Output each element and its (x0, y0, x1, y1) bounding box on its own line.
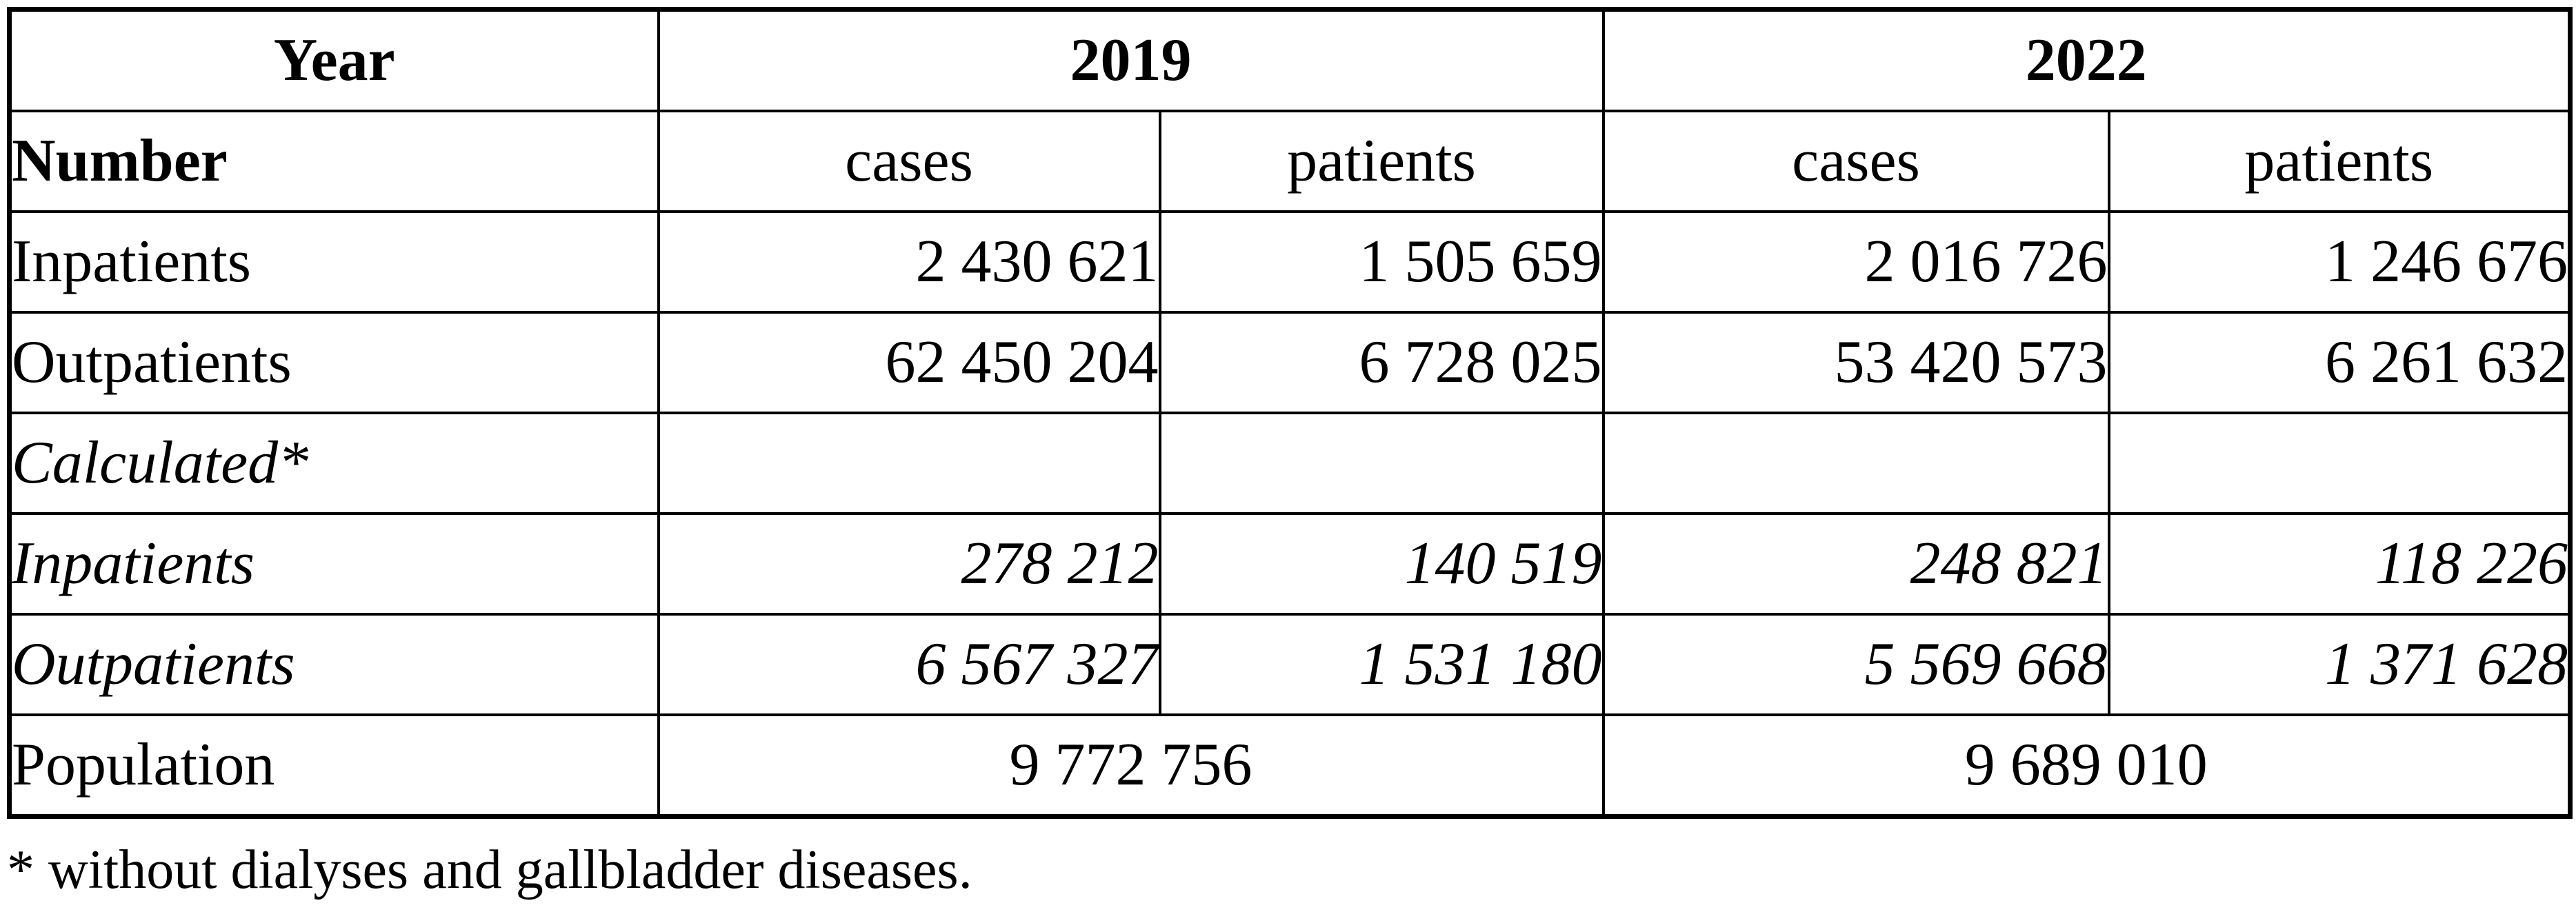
row-inpatients: Inpatients 2 430 621 1 505 659 2 016 726… (8, 210, 2572, 314)
row-outpatients-label: Outpatients (8, 311, 660, 414)
row-outpatients-calculated: Outpatients 6 567 327 1 531 180 5 569 66… (8, 613, 2572, 716)
header-row-years: Year 2019 2022 (8, 8, 2572, 112)
cell-inpatients-2022-cases: 2 016 726 (1601, 210, 2110, 314)
row-calculated: Calculated* (8, 412, 2572, 515)
row-inpatients-label: Inpatients (8, 210, 660, 314)
subheader-cases-2019: cases (657, 110, 1161, 213)
header-row-measures: Number cases patients cases patients (8, 110, 2572, 213)
cell-inpatients-calc-2019-patients: 140 519 (1158, 512, 1605, 616)
row-calculated-label: Calculated* (8, 412, 660, 515)
cell-outpatients-calc-2019-patients: 1 531 180 (1158, 613, 1605, 716)
row-inpatients-calculated-label: Inpatients (8, 512, 660, 616)
row-population-label: Population (8, 713, 660, 818)
cell-inpatients-calc-2022-cases: 248 821 (1601, 512, 2110, 616)
subheader-patients-2022: patients (2107, 110, 2572, 213)
cell-inpatients-2019-cases: 2 430 621 (657, 210, 1161, 314)
hospital-statistics-table: Year 2019 2022 Number cases patients cas… (7, 7, 2573, 819)
number-header-cell: Number (8, 110, 660, 213)
row-outpatients-calculated-label: Outpatients (8, 613, 660, 716)
cell-population-2022: 9 689 010 (1601, 713, 2572, 818)
cell-outpatients-calc-2019-cases: 6 567 327 (657, 613, 1161, 716)
cell-outpatients-2019-patients: 6 728 025 (1158, 311, 1605, 414)
cell-outpatients-2022-patients: 6 261 632 (2107, 311, 2572, 414)
cell-outpatients-2022-cases: 53 420 573 (1601, 311, 2110, 414)
year-2019-header-cell: 2019 (657, 8, 1605, 112)
row-outpatients: Outpatients 62 450 204 6 728 025 53 420 … (8, 311, 2572, 414)
cell-outpatients-2019-cases: 62 450 204 (657, 311, 1161, 414)
row-inpatients-calculated: Inpatients 278 212 140 519 248 821 118 2… (8, 512, 2572, 616)
subheader-patients-2019: patients (1158, 110, 1605, 213)
cell-calculated-2022-cases (1601, 412, 2110, 515)
year-2022-header-cell: 2022 (1601, 8, 2572, 112)
cell-population-2019: 9 772 756 (657, 713, 1605, 818)
cell-inpatients-calc-2022-patients: 118 226 (2107, 512, 2572, 616)
cell-calculated-2019-patients (1158, 412, 1605, 515)
cell-inpatients-2019-patients: 1 505 659 (1158, 210, 1605, 314)
year-header-cell: Year (8, 8, 660, 112)
cell-inpatients-calc-2019-cases: 278 212 (657, 512, 1161, 616)
row-population: Population 9 772 756 9 689 010 (8, 713, 2572, 818)
table-footnote: * without dialyses and gallbladder disea… (7, 840, 972, 900)
cell-outpatients-calc-2022-patients: 1 371 628 (2107, 613, 2572, 716)
cell-calculated-2019-cases (657, 412, 1161, 515)
cell-calculated-2022-patients (2107, 412, 2572, 515)
cell-inpatients-2022-patients: 1 246 676 (2107, 210, 2572, 314)
subheader-cases-2022: cases (1601, 110, 2110, 213)
cell-outpatients-calc-2022-cases: 5 569 668 (1601, 613, 2110, 716)
